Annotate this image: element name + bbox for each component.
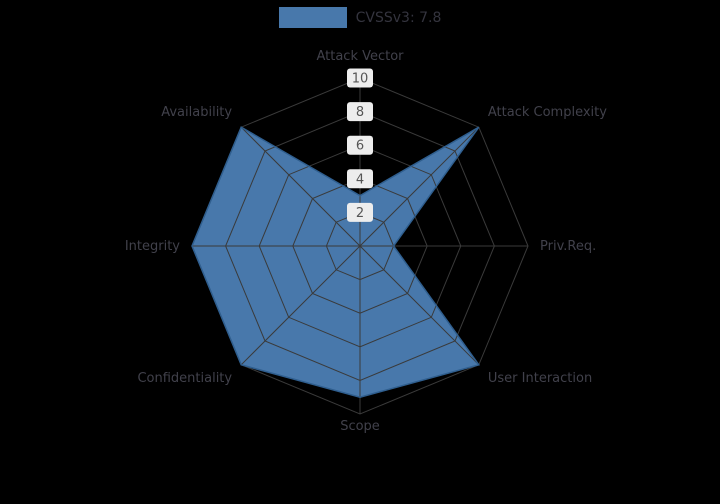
tick-label: 8 [356,105,364,120]
grid-spoke [240,126,361,247]
axis-label-attack-vector: Attack Vector [316,49,404,64]
tick-box [347,102,373,122]
legend: CVSSv3: 7.8 [0,7,720,28]
axis-label-confidentiality: Confidentiality [137,371,232,386]
grid-spoke [359,126,480,247]
axis-label-availability: Availability [161,105,232,120]
tick-label: 6 [356,139,364,154]
radar-polygon [192,127,479,398]
tick-box [347,68,373,88]
tick-box [347,135,373,155]
tick-label: 2 [356,206,364,221]
legend-swatch [278,7,347,28]
axis-label-attack-complexity: Attack Complexity [488,105,607,120]
radar-outline [191,126,481,398]
axis-label-user-interaction: User Interaction [488,371,592,386]
grid-spoke [359,245,480,366]
axis-label-integrity: Integrity [125,239,180,254]
tick-label: 10 [352,72,369,87]
axis-label-priv-req: Priv.Req. [540,239,596,254]
grid-spoke [240,245,361,366]
axis-label-scope: Scope [340,419,380,434]
tick-box [347,169,373,189]
tick-box [347,202,373,222]
tick-label: 4 [356,172,364,187]
legend-label: CVSSv3: 7.8 [355,9,442,26]
